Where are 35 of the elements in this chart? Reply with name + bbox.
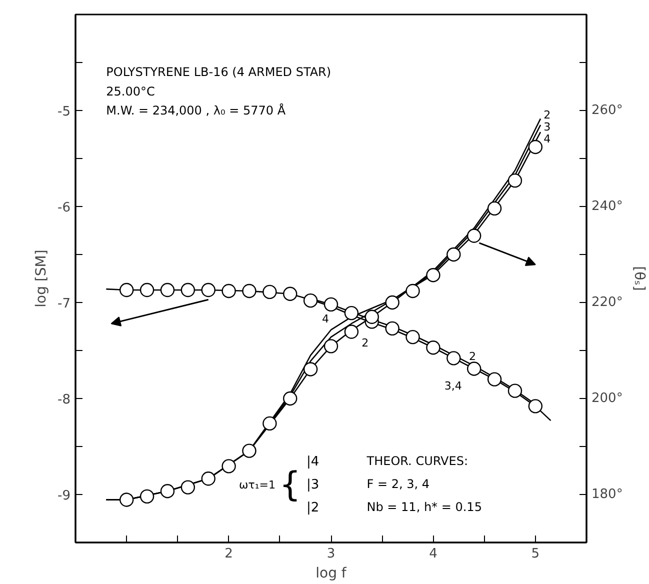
series-label: 2 <box>544 108 551 122</box>
text: 4 <box>322 312 329 326</box>
annotation: |4 <box>306 454 320 470</box>
y2-tick-label: 180° <box>592 487 623 502</box>
x-tick-label: 5 <box>531 546 540 562</box>
x-axis-title: log f <box>316 566 348 582</box>
annotation: { <box>279 464 301 505</box>
annotation: THEOR. CURVES: <box>366 454 468 468</box>
y2-tick-label: 260° <box>592 103 623 118</box>
series-label: 4 <box>544 132 551 146</box>
annotation: F = 2, 3, 4 <box>366 476 430 491</box>
annotation: 25.00°C <box>106 84 155 98</box>
x-tick-label: 4 <box>429 546 438 562</box>
y-tick-label: -9 <box>58 488 71 504</box>
y2-tick-label: 200° <box>592 391 623 406</box>
y-tick-label: -6 <box>58 200 71 216</box>
y-tick-label: -8 <box>58 392 71 408</box>
y2-tick-label: 220° <box>592 295 623 310</box>
y-axis-title: log [SM] <box>34 250 50 308</box>
series-label: 3,4 <box>444 379 462 392</box>
y-tick-label: -5 <box>58 104 71 120</box>
annotation: |3 <box>306 477 320 492</box>
annotation: Nb = 11, h* = 0.15 <box>366 500 482 514</box>
annotation: M.W. = 234,000 , λ₀ = 5770 Å <box>106 102 286 118</box>
x-tick-label: 3 <box>326 546 336 562</box>
annotation: ωτ₁=1 <box>239 478 276 492</box>
y-tick-label: -7 <box>58 296 71 312</box>
annotation: POLYSTYRENE LB-16 (4 ARMED STAR) <box>106 65 332 80</box>
x-tick-label: 2 <box>224 546 233 562</box>
annotation: |2 <box>306 500 320 516</box>
series-label: 3 <box>544 120 551 134</box>
y2-axis-title: [θₛ] <box>630 266 647 291</box>
series-label: 2 <box>468 350 476 364</box>
y2-tick-label: 240° <box>592 199 623 214</box>
text: 2 <box>362 336 369 350</box>
